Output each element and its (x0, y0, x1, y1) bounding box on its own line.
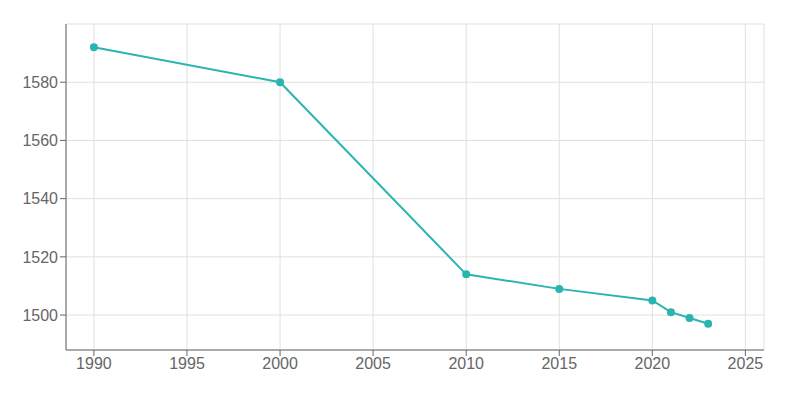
svg-text:2020: 2020 (635, 355, 671, 372)
svg-text:1560: 1560 (22, 132, 58, 149)
svg-text:1990: 1990 (76, 355, 112, 372)
svg-text:1500: 1500 (22, 307, 58, 324)
svg-text:2005: 2005 (355, 355, 391, 372)
svg-text:2015: 2015 (541, 355, 577, 372)
svg-text:1520: 1520 (22, 249, 58, 266)
svg-text:2025: 2025 (728, 355, 764, 372)
svg-text:2000: 2000 (262, 355, 298, 372)
svg-text:1580: 1580 (22, 74, 58, 91)
svg-text:2010: 2010 (448, 355, 484, 372)
svg-text:1540: 1540 (22, 190, 58, 207)
svg-text:1995: 1995 (169, 355, 205, 372)
